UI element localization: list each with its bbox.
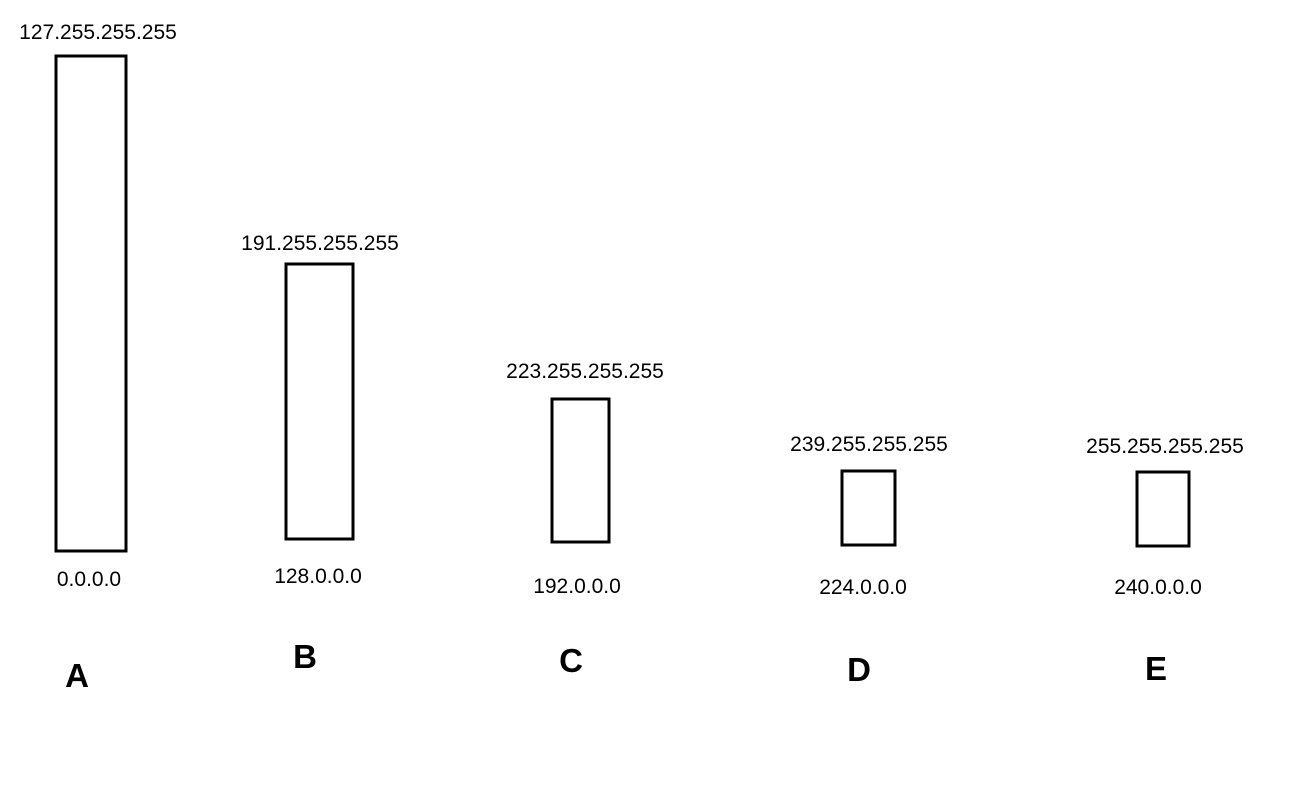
class-e-range-box	[1135, 470, 1191, 548]
class-b-start-address: 128.0.0.0	[274, 565, 362, 588]
class-c-label: C	[559, 642, 583, 679]
class-a-group: 127.255.255.255 0.0.0.0 A	[19, 21, 177, 694]
class-d-group: 239.255.255.255 224.0.0.0 D	[790, 433, 948, 688]
class-d-start-address: 224.0.0.0	[819, 576, 907, 599]
class-b-range-box	[284, 262, 355, 541]
class-c-range-box	[550, 397, 611, 544]
class-b-end-address: 191.255.255.255	[241, 232, 399, 255]
class-c-end-address: 223.255.255.255	[506, 360, 664, 383]
class-c-start-address: 192.0.0.0	[533, 575, 621, 598]
class-a-range-box	[54, 54, 128, 553]
class-d-range-box	[840, 469, 897, 547]
class-e-start-address: 240.0.0.0	[1114, 576, 1202, 599]
class-b-label: B	[293, 638, 317, 675]
class-b-group: 191.255.255.255 128.0.0.0 B	[241, 232, 399, 675]
class-e-end-address: 255.255.255.255	[1086, 435, 1244, 458]
class-a-end-address: 127.255.255.255	[19, 21, 177, 44]
class-a-label: A	[65, 657, 89, 694]
class-c-group: 223.255.255.255 192.0.0.0 C	[506, 360, 664, 679]
class-a-start-address: 0.0.0.0	[57, 568, 121, 591]
class-e-label: E	[1145, 650, 1167, 687]
class-d-label: D	[847, 651, 871, 688]
class-e-group: 255.255.255.255 240.0.0.0 E	[1086, 435, 1244, 687]
class-d-end-address: 239.255.255.255	[790, 433, 948, 456]
